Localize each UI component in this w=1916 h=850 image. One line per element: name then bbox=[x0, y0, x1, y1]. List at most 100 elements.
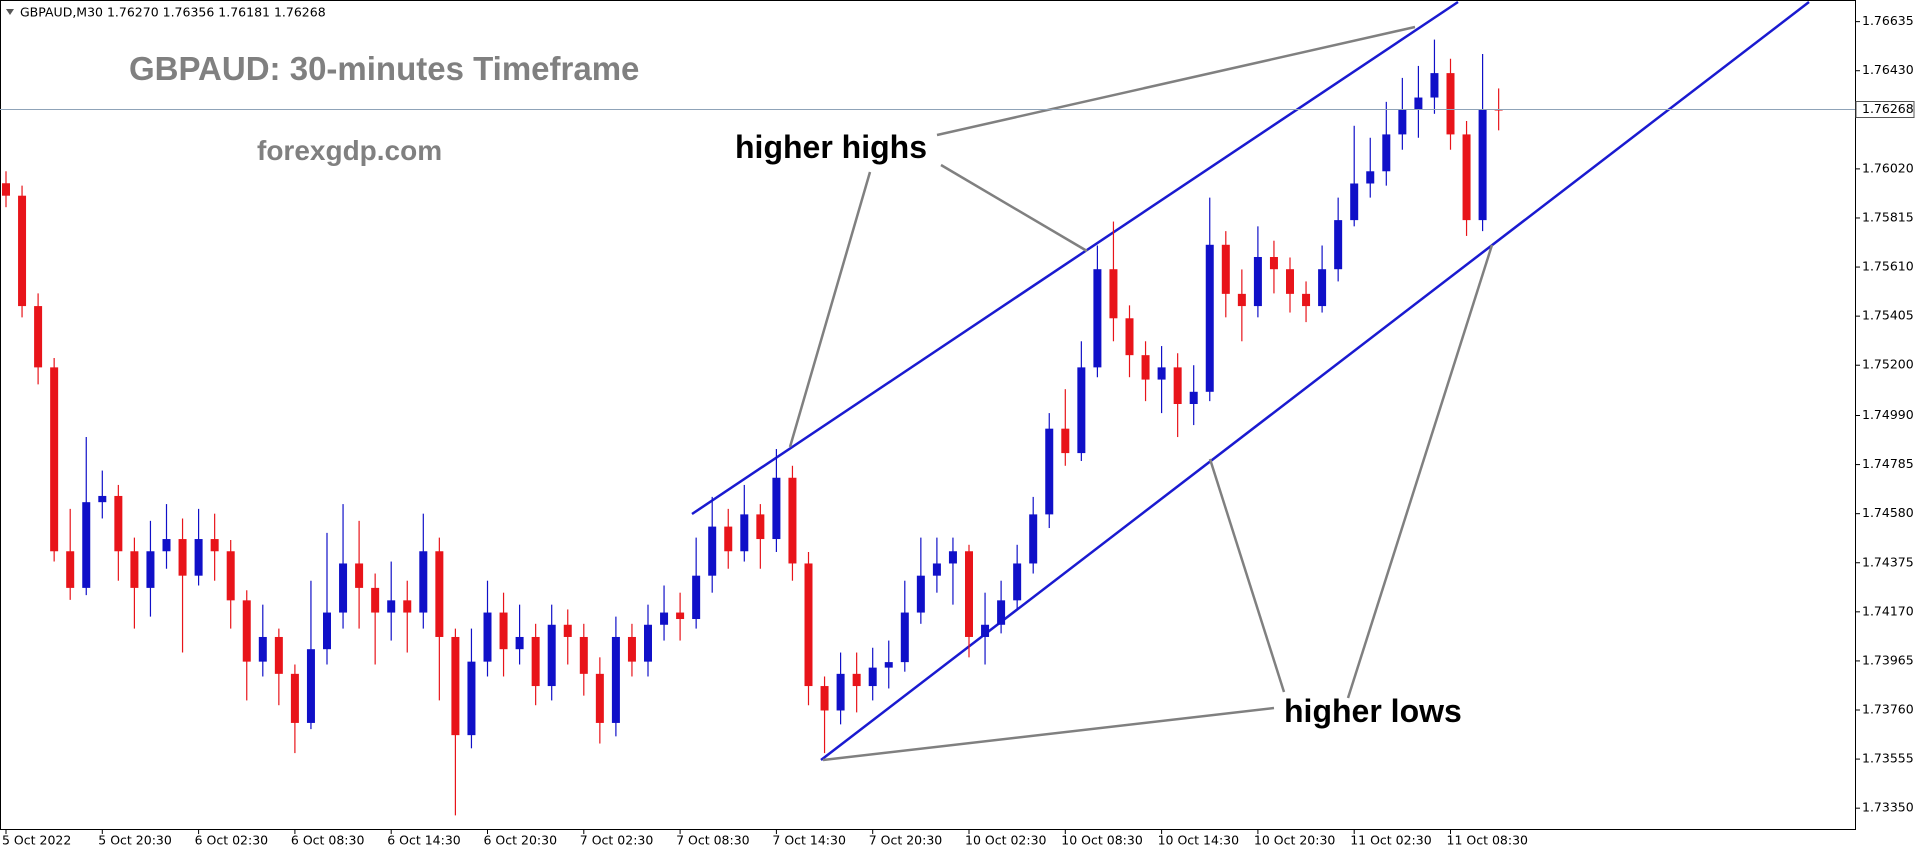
candle-body bbox=[1430, 73, 1439, 98]
candle-body bbox=[772, 477, 781, 540]
x-tick-label: 7 Oct 14:30 bbox=[772, 833, 846, 848]
x-tick-label: 10 Oct 02:30 bbox=[965, 833, 1047, 848]
candle-body bbox=[740, 514, 749, 552]
x-tick-label: 6 Oct 14:30 bbox=[387, 833, 461, 848]
candle-body bbox=[1093, 269, 1102, 368]
y-tick-label: 1.76635 bbox=[1862, 13, 1914, 28]
candle-body bbox=[916, 575, 925, 613]
candle-body bbox=[274, 636, 283, 674]
x-tick-label: 7 Oct 02:30 bbox=[580, 833, 654, 848]
candle-body bbox=[868, 667, 877, 687]
symbol-icon bbox=[6, 9, 14, 15]
candle-body bbox=[1398, 109, 1407, 135]
candle-body bbox=[1446, 73, 1455, 135]
candle-body bbox=[900, 612, 909, 663]
candle-body bbox=[708, 526, 717, 576]
candle-body bbox=[1253, 256, 1262, 307]
candle-body bbox=[1125, 318, 1134, 356]
candle-body bbox=[1478, 109, 1487, 221]
candle-body bbox=[820, 686, 829, 711]
candle-body bbox=[1366, 171, 1375, 184]
candle-body bbox=[1350, 183, 1359, 221]
x-tick-label: 10 Oct 08:30 bbox=[1061, 833, 1143, 848]
candle-body bbox=[2, 183, 10, 196]
chart-title: GBPAUD: 30-minutes Timeframe bbox=[129, 50, 639, 87]
candle-body bbox=[1029, 514, 1038, 564]
candle-body bbox=[531, 636, 540, 687]
candle-body bbox=[1013, 563, 1022, 601]
y-tick-label: 1.75610 bbox=[1862, 259, 1914, 274]
candle-body bbox=[82, 502, 91, 588]
candle-body bbox=[788, 477, 797, 564]
candle-body bbox=[932, 563, 941, 576]
candle-body bbox=[499, 612, 508, 650]
candle-body bbox=[1189, 391, 1198, 405]
candle-body bbox=[1077, 367, 1086, 454]
current-price-label: 1.76268 bbox=[1862, 101, 1914, 116]
y-tick-label: 1.75815 bbox=[1862, 209, 1914, 224]
x-tick-label: 11 Oct 02:30 bbox=[1350, 833, 1432, 848]
candle-body bbox=[387, 600, 396, 613]
candle-body bbox=[627, 636, 636, 662]
candle-body bbox=[1221, 244, 1230, 294]
candle-body bbox=[50, 367, 59, 552]
candle-body bbox=[1237, 293, 1246, 307]
upper-trendline bbox=[691, 0, 1459, 516]
candle-body bbox=[595, 673, 604, 723]
candle-body bbox=[290, 673, 299, 723]
x-tick-label: 6 Oct 08:30 bbox=[291, 833, 365, 848]
pointer-line bbox=[1346, 244, 1494, 699]
y-tick-label: 1.76430 bbox=[1862, 62, 1914, 77]
current-price-box bbox=[1855, 101, 1915, 119]
candle-body bbox=[1382, 134, 1391, 172]
candle-body bbox=[114, 495, 123, 552]
candle-body bbox=[130, 551, 139, 588]
candle-body bbox=[1286, 269, 1294, 294]
y-tick-label: 1.75405 bbox=[1862, 308, 1914, 323]
y-tick-label: 1.73965 bbox=[1862, 652, 1914, 667]
candle-body bbox=[146, 551, 155, 588]
candle-body bbox=[1302, 293, 1311, 307]
candle-body bbox=[756, 514, 765, 540]
x-tick-label: 5 Oct 2022 bbox=[2, 833, 71, 848]
annotation: higher highs bbox=[735, 129, 927, 165]
candle-body bbox=[1109, 269, 1118, 319]
pointer-line bbox=[822, 706, 1275, 762]
candle-body bbox=[355, 563, 364, 588]
candle-body bbox=[852, 673, 861, 687]
pointers bbox=[788, 25, 1494, 762]
pointer-line bbox=[1208, 458, 1286, 693]
y-tick-label: 1.73350 bbox=[1862, 800, 1914, 815]
candle-body bbox=[435, 551, 444, 637]
candles bbox=[2, 39, 1503, 816]
pointer-line bbox=[936, 25, 1416, 137]
candle-body bbox=[676, 612, 685, 620]
candle-body bbox=[1061, 428, 1070, 454]
candle-body bbox=[323, 612, 331, 650]
x-tick-label: 7 Oct 08:30 bbox=[676, 833, 750, 848]
x-tick-label: 6 Oct 20:30 bbox=[484, 833, 558, 848]
candle-body bbox=[1414, 97, 1423, 110]
candle-body bbox=[1462, 134, 1471, 221]
candle-body bbox=[226, 551, 235, 601]
x-tick-label: 5 Oct 20:30 bbox=[98, 833, 172, 848]
x-tick-label: 7 Oct 20:30 bbox=[869, 833, 943, 848]
annotation: higher lows bbox=[1284, 693, 1462, 729]
candle-body bbox=[1157, 367, 1166, 380]
candle-body bbox=[1045, 428, 1054, 515]
candle-body bbox=[34, 306, 43, 368]
x-tick-label: 10 Oct 20:30 bbox=[1254, 833, 1336, 848]
candle-body bbox=[611, 636, 620, 723]
candle-body bbox=[948, 551, 957, 564]
candle-body bbox=[563, 624, 572, 637]
candle-body bbox=[371, 587, 380, 613]
candle-body bbox=[210, 539, 219, 552]
y-tick-label: 1.74375 bbox=[1862, 554, 1914, 569]
candle-body bbox=[547, 624, 556, 687]
candle-body bbox=[692, 575, 701, 620]
candle-body bbox=[579, 636, 588, 674]
candle-body bbox=[242, 600, 251, 662]
x-tick-label: 6 Oct 02:30 bbox=[195, 833, 269, 848]
